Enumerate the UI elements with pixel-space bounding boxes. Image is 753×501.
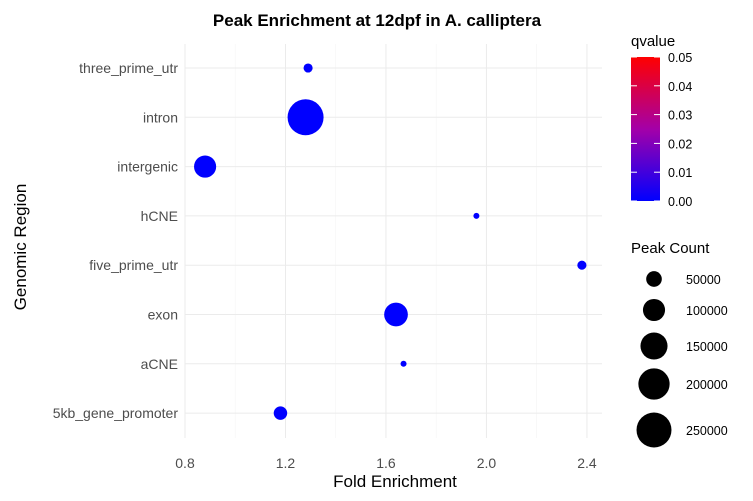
qvalue-legend-title: qvalue bbox=[631, 33, 675, 50]
qvalue-tick-label: 0.02 bbox=[668, 137, 692, 151]
peak-count-legend: Peak Count 50000 100000 150000 200000 250000 bbox=[631, 240, 728, 448]
qvalue-tick-label: 0.04 bbox=[668, 80, 692, 94]
y-tick-label: three_prime_utr bbox=[79, 60, 178, 76]
x-tick-label: 2.0 bbox=[477, 455, 497, 471]
peak-count-key-circle bbox=[640, 332, 668, 360]
x-tick-label: 0.8 bbox=[175, 455, 195, 471]
peak-count-legend-items: 50000 100000 150000 200000 250000 bbox=[636, 271, 728, 448]
qvalue-tick-label: 0.01 bbox=[668, 166, 692, 180]
data-point-5kb-gene-promoter bbox=[273, 406, 288, 420]
peak-count-key-circle bbox=[636, 412, 672, 448]
y-tick-label: five_prime_utr bbox=[89, 257, 178, 273]
data-point-five-prime-utr bbox=[577, 260, 587, 270]
peak-count-key-label: 100000 bbox=[686, 304, 728, 318]
qvalue-colorbar bbox=[631, 57, 660, 201]
data-point-acne bbox=[400, 360, 407, 367]
x-tick-label: 1.2 bbox=[276, 455, 296, 471]
peak-count-key-circle bbox=[638, 368, 670, 400]
data-point-hcne bbox=[473, 212, 480, 219]
y-tick-label: intergenic bbox=[117, 159, 178, 175]
data-point-exon bbox=[384, 302, 408, 327]
qvalue-legend-ticks: 0.00 0.01 0.02 0.03 0.04 0.05 bbox=[631, 51, 692, 209]
qvalue-tick-label: 0.00 bbox=[668, 195, 692, 209]
y-tick-label: aCNE bbox=[141, 356, 178, 372]
x-tick-label: 1.6 bbox=[376, 455, 396, 471]
peak-count-key-circle bbox=[642, 298, 666, 322]
qvalue-tick-label: 0.03 bbox=[668, 109, 692, 123]
x-axis-ticks: 0.8 1.2 1.6 2.0 2.4 bbox=[175, 455, 597, 471]
plot-area bbox=[184, 44, 602, 438]
y-tick-label: exon bbox=[148, 307, 178, 323]
qvalue-legend: qvalue 0.00 0.01 0.02 0.03 0.04 0.05 bbox=[631, 33, 692, 209]
data-point-three-prime-utr bbox=[303, 63, 313, 73]
peak-count-key-label: 50000 bbox=[686, 273, 721, 287]
points bbox=[194, 63, 587, 420]
chart-title: Peak Enrichment at 12dpf in A. callipter… bbox=[213, 11, 542, 30]
peak-count-key-label: 200000 bbox=[686, 378, 728, 392]
data-point-intron bbox=[287, 99, 324, 136]
y-tick-label: hCNE bbox=[141, 208, 178, 224]
peak-count-legend-title: Peak Count bbox=[631, 240, 710, 257]
y-tick-label: intron bbox=[143, 109, 178, 125]
x-axis-title: Fold Enrichment bbox=[333, 472, 457, 491]
y-axis-title: Genomic Region bbox=[11, 184, 30, 311]
y-tick-label: 5kb_gene_promoter bbox=[53, 405, 179, 421]
peak-count-key-label: 250000 bbox=[686, 424, 728, 438]
peak-count-key-label: 150000 bbox=[686, 340, 728, 354]
peak-count-key-circle bbox=[646, 271, 662, 287]
data-point-intergenic bbox=[194, 155, 217, 178]
qvalue-tick-label: 0.05 bbox=[668, 51, 692, 65]
grid bbox=[184, 44, 602, 438]
x-tick-label: 2.4 bbox=[577, 455, 597, 471]
